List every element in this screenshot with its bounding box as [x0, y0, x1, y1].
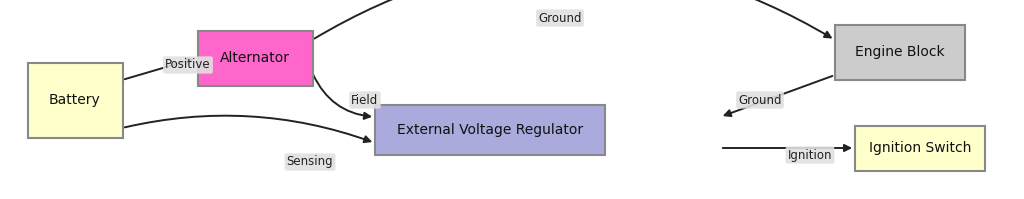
Text: Ignition Switch: Ignition Switch [868, 141, 971, 155]
Text: Battery: Battery [49, 93, 101, 107]
Text: Field: Field [351, 94, 379, 106]
FancyBboxPatch shape [855, 126, 985, 171]
FancyBboxPatch shape [198, 30, 312, 86]
Text: Ground: Ground [539, 12, 582, 24]
Text: Ignition: Ignition [787, 148, 833, 162]
Text: Engine Block: Engine Block [855, 45, 945, 59]
FancyBboxPatch shape [835, 24, 965, 79]
Text: Positive: Positive [165, 59, 211, 71]
Text: Alternator: Alternator [220, 51, 290, 65]
Text: Sensing: Sensing [287, 155, 334, 169]
FancyBboxPatch shape [375, 105, 605, 155]
FancyBboxPatch shape [28, 62, 123, 138]
Text: Ground: Ground [738, 94, 781, 106]
Text: External Voltage Regulator: External Voltage Regulator [397, 123, 583, 137]
